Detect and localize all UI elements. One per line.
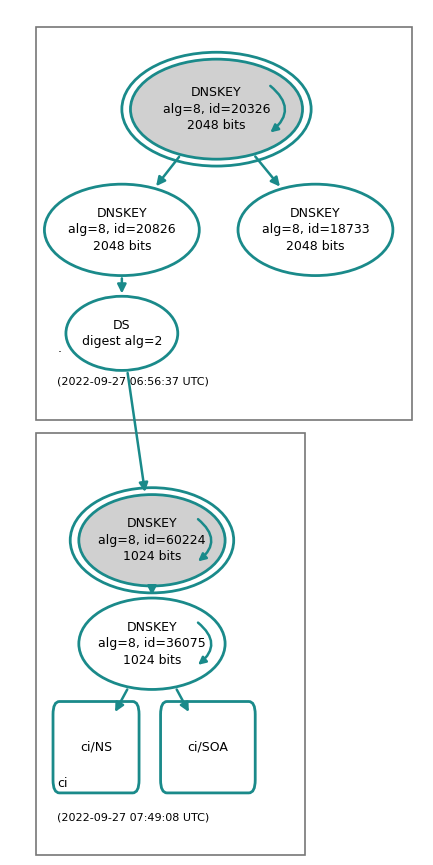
Text: .: . <box>57 342 61 355</box>
FancyBboxPatch shape <box>36 432 305 855</box>
FancyBboxPatch shape <box>53 702 139 793</box>
Text: ci: ci <box>57 778 68 791</box>
Text: DNSKEY
alg=8, id=20826
2048 bits: DNSKEY alg=8, id=20826 2048 bits <box>68 207 176 253</box>
Ellipse shape <box>130 59 303 159</box>
Text: DNSKEY
alg=8, id=60224
1024 bits: DNSKEY alg=8, id=60224 1024 bits <box>98 517 206 563</box>
Ellipse shape <box>79 598 225 689</box>
Ellipse shape <box>66 297 178 370</box>
FancyBboxPatch shape <box>161 702 255 793</box>
Text: (2022-09-27 06:56:37 UTC): (2022-09-27 06:56:37 UTC) <box>57 377 209 387</box>
Ellipse shape <box>238 184 393 276</box>
Text: DNSKEY
alg=8, id=20326
2048 bits: DNSKEY alg=8, id=20326 2048 bits <box>163 86 270 132</box>
Text: (2022-09-27 07:49:08 UTC): (2022-09-27 07:49:08 UTC) <box>57 812 210 823</box>
Ellipse shape <box>45 184 199 276</box>
Text: ci/SOA: ci/SOA <box>187 740 228 753</box>
Ellipse shape <box>79 495 225 586</box>
FancyBboxPatch shape <box>36 28 412 420</box>
Text: DNSKEY
alg=8, id=18733
2048 bits: DNSKEY alg=8, id=18733 2048 bits <box>262 207 369 253</box>
Text: DNSKEY
alg=8, id=36075
1024 bits: DNSKEY alg=8, id=36075 1024 bits <box>98 621 206 667</box>
Text: DS
digest alg=2: DS digest alg=2 <box>82 318 162 348</box>
Text: ci/NS: ci/NS <box>80 740 112 753</box>
